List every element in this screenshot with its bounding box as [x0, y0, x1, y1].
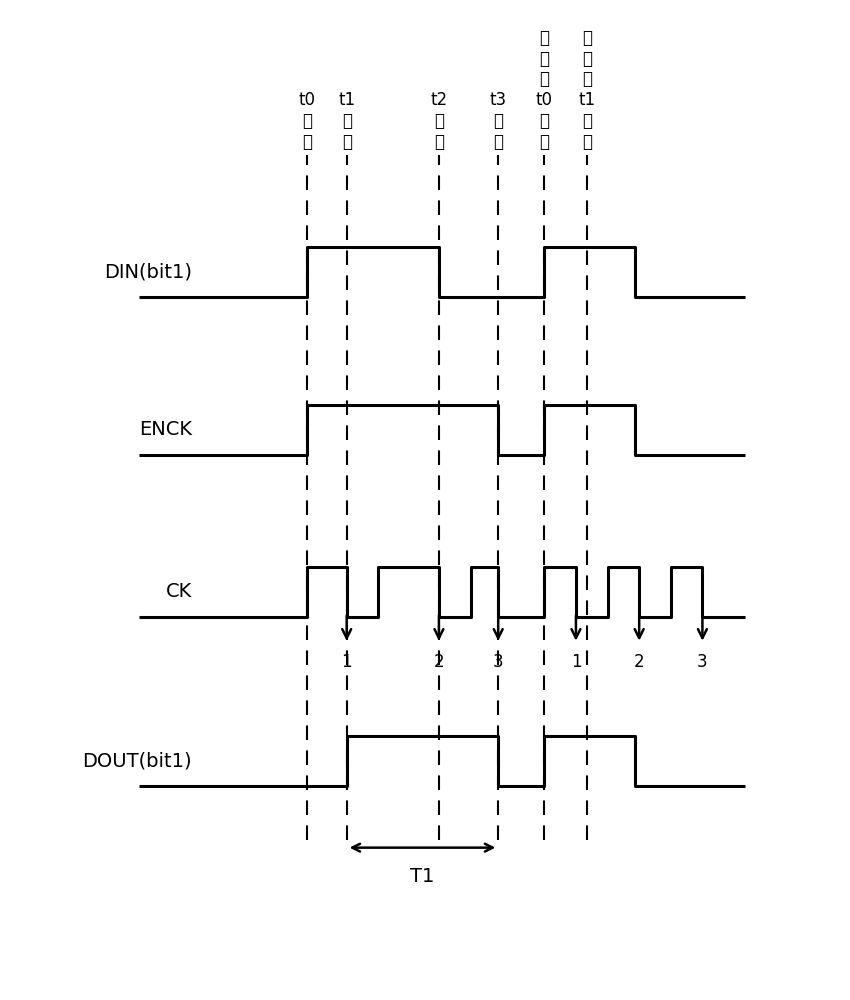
Text: t0
时
刻: t0 时 刻	[298, 91, 315, 151]
Text: DIN(bit1): DIN(bit1)	[104, 263, 192, 282]
Text: 2: 2	[634, 653, 644, 671]
Text: ENCK: ENCK	[139, 420, 192, 439]
Text: T1: T1	[411, 867, 434, 886]
Text: t1
时
刻: t1 时 刻	[338, 91, 355, 151]
Text: 1: 1	[570, 653, 581, 671]
Text: 下
一
个
t0
时
刻: 下 一 个 t0 时 刻	[536, 29, 552, 151]
Text: t2
时
刻: t2 时 刻	[430, 91, 447, 151]
Text: 下
一
个
t1
时
刻: 下 一 个 t1 时 刻	[579, 29, 596, 151]
Text: 3: 3	[493, 653, 503, 671]
Text: DOUT(bit1): DOUT(bit1)	[82, 752, 192, 771]
Text: t3
时
刻: t3 时 刻	[490, 91, 507, 151]
Text: 1: 1	[342, 653, 352, 671]
Text: 2: 2	[434, 653, 445, 671]
Text: 3: 3	[697, 653, 708, 671]
Text: CK: CK	[166, 582, 192, 601]
